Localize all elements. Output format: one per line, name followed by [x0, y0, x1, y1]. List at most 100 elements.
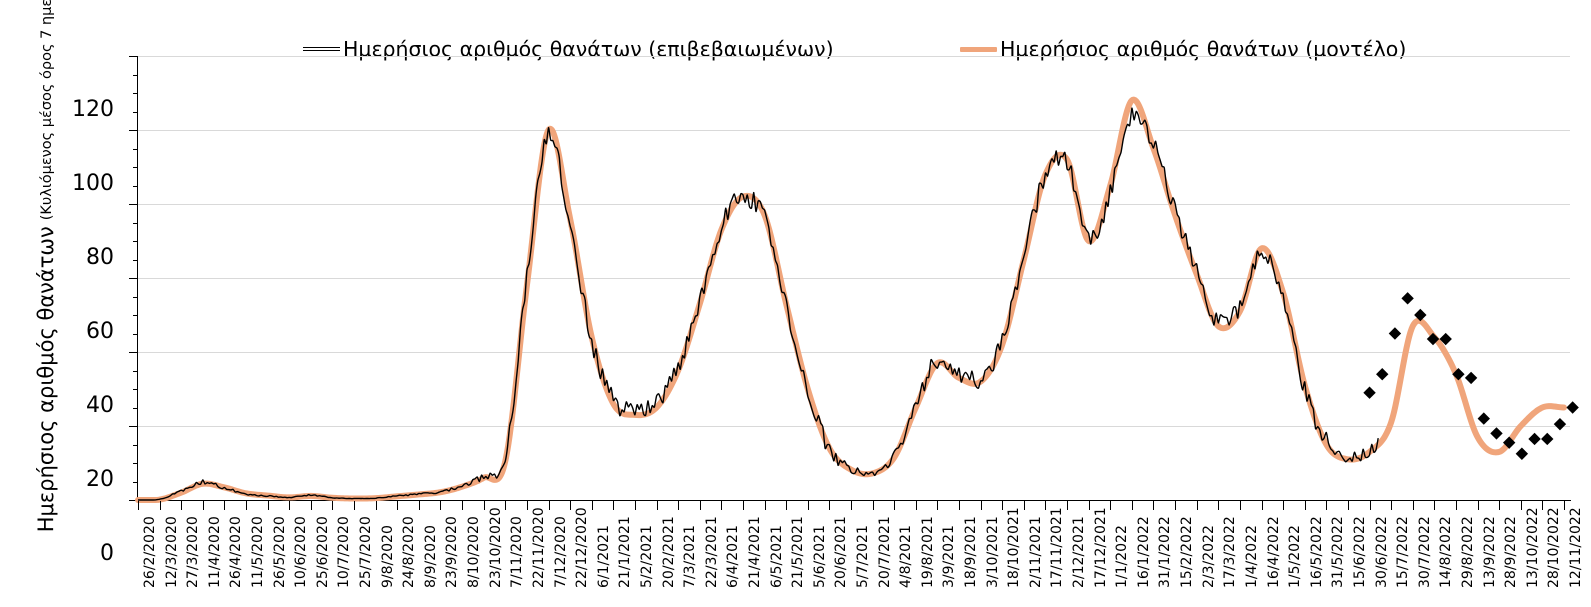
y-axis-tick-major — [129, 426, 138, 427]
y-axis-tick-label: 120 — [72, 97, 114, 122]
x-axis-tick — [1175, 501, 1177, 510]
y-axis-tick-major — [129, 56, 138, 57]
x-axis-tick-label: 5/7/2021 — [855, 525, 871, 588]
x-axis-tick-label: 15/6/2022 — [1351, 516, 1368, 588]
x-axis-tick-label: 20/2/2021 — [660, 516, 677, 588]
gridline — [138, 204, 1570, 205]
x-axis-tick — [786, 501, 788, 510]
x-axis-tick-label: 22/12/2020 — [574, 507, 591, 588]
x-axis-tick — [872, 501, 874, 510]
x-axis-tick-label: 7/12/2020 — [552, 516, 569, 588]
x-axis-tick-label: 26/5/2020 — [271, 516, 288, 588]
x-axis-tick — [310, 501, 312, 510]
x-axis-tick — [1218, 501, 1220, 510]
x-axis-tick — [829, 501, 831, 510]
x-axis-tick — [526, 501, 528, 510]
gridline — [138, 56, 1570, 57]
x-axis-tick — [267, 501, 269, 510]
x-axis-tick-label: 13/9/2022 — [1481, 516, 1498, 588]
x-axis-tick-label: 5/2/2021 — [638, 525, 655, 588]
x-axis-tick-label: 16/1/2022 — [1135, 516, 1152, 588]
x-axis-tick-label: 24/8/2020 — [401, 516, 418, 588]
x-axis-tick — [375, 501, 377, 510]
x-axis-tick-label: 12/3/2020 — [163, 516, 180, 588]
y-axis-tick-label: 0 — [100, 541, 114, 566]
x-axis-tick-label: 3/9/2021 — [941, 525, 958, 588]
x-axis-tick-label: 29/8/2022 — [1459, 516, 1476, 588]
y-axis-tick-label: 20 — [86, 467, 114, 492]
x-axis-tick-label: 25/6/2020 — [314, 516, 331, 588]
x-axis-tick — [418, 501, 420, 510]
x-axis-tick-label: 16/4/2022 — [1265, 516, 1282, 588]
x-axis-tick — [548, 501, 550, 510]
y-axis-tick-minor — [133, 444, 138, 446]
x-axis-tick — [1304, 501, 1306, 510]
x-axis-tick — [1283, 501, 1285, 510]
x-axis-tick — [224, 501, 226, 510]
x-axis-tick-label: 2/11/2021 — [1027, 516, 1044, 588]
gridline — [138, 352, 1570, 353]
x-axis-line — [137, 500, 1571, 501]
x-axis-tick — [289, 501, 291, 510]
x-axis-tick-label: 16/5/2022 — [1308, 516, 1325, 588]
x-axis-tick — [1326, 501, 1328, 510]
x-axis-tick-label: 2/3/2022 — [1200, 525, 1217, 588]
x-axis-tick-label: 26/2/2020 — [142, 516, 158, 588]
x-axis-tick-label: 26/4/2020 — [228, 516, 245, 588]
x-axis-tick-label: 10/6/2020 — [293, 516, 310, 588]
x-axis-tick — [1131, 501, 1133, 510]
x-axis-tick — [1347, 501, 1349, 510]
x-axis-tick — [591, 501, 593, 510]
gridline — [138, 278, 1570, 279]
y-axis-tick-major — [129, 204, 138, 205]
x-axis-tick-label: 21/1/2021 — [617, 516, 634, 588]
x-axis-tick-label: 22/3/2021 — [703, 516, 720, 588]
x-axis-tick — [1564, 501, 1565, 510]
y-axis-tick-label: 40 — [86, 393, 114, 418]
y-axis-tick-minor — [133, 241, 138, 242]
x-axis-tick — [1477, 501, 1479, 510]
x-axis-tick-label: 7/11/2020 — [509, 516, 526, 588]
x-axis-tick-label: 20/7/2021 — [876, 516, 893, 588]
x-axis-tick — [462, 501, 464, 510]
plot-area: 0 20 40 60 80 100 120 — [72, 56, 1570, 565]
y-axis-tick-major — [129, 500, 138, 501]
y-axis-tick-minor — [133, 74, 138, 76]
x-axis-tick — [246, 501, 248, 510]
x-axis-tick-label: 5/6/2021 — [811, 525, 828, 588]
x-axis-tick — [742, 501, 744, 510]
x-axis-tick — [1499, 501, 1501, 510]
x-axis-tick — [721, 501, 723, 510]
y-axis-tick-minor — [133, 296, 138, 298]
x-axis-tick — [1067, 501, 1069, 510]
x-axis-tick-label: 23/10/2020 — [487, 507, 504, 588]
x-axis-tick-label: 21/4/2021 — [746, 516, 763, 588]
x-axis-tick-label: 7/3/2021 — [682, 525, 699, 588]
x-axis-tick-label: 4/8/2021 — [898, 525, 915, 588]
y-axis-tick-label: 100 — [72, 171, 114, 196]
x-axis-tick-label: 27/3/2020 — [185, 516, 202, 588]
x-axis-tick-label: 20/6/2021 — [833, 516, 850, 588]
x-axis-tick-label: 19/8/2021 — [919, 516, 936, 588]
x-axis-tick — [332, 501, 334, 510]
x-axis-tick-label: 1/4/2022 — [1243, 525, 1260, 588]
x-axis-tick-label: 15/7/2022 — [1395, 516, 1412, 588]
x-axis-tick-label: 8/10/2020 — [466, 516, 483, 588]
x-axis-tick-label: 18/10/2021 — [1006, 507, 1023, 588]
x-axis-tick — [1369, 501, 1371, 510]
x-axis-tick — [1110, 501, 1112, 510]
x-axis-tick-label: 31/1/2022 — [1157, 516, 1174, 588]
y-axis-tick-major — [129, 278, 138, 279]
x-axis-tick — [1045, 501, 1047, 510]
x-axis-tick — [1196, 501, 1198, 510]
y-axis-tick-minor — [133, 370, 138, 372]
x-axis-tick — [851, 501, 852, 510]
x-axis-tick-label: 9/8/2020 — [379, 525, 396, 588]
x-axis-tick-label: 1/1/2022 — [1114, 525, 1131, 588]
x-axis-tick — [764, 501, 766, 510]
x-axis-tick — [894, 501, 896, 510]
x-axis-tick-label: 28/9/2022 — [1503, 516, 1520, 588]
x-axis-tick-label: 17/11/2021 — [1049, 507, 1066, 588]
y-axis-tick-minor — [133, 111, 138, 113]
